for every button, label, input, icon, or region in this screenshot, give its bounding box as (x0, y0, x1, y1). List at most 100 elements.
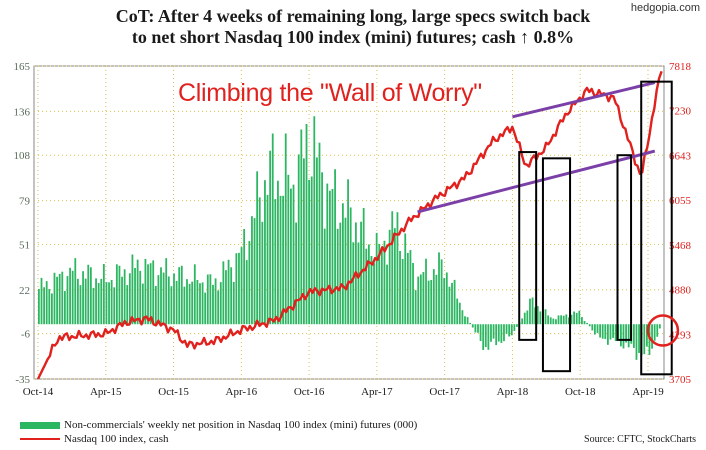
bar (453, 279, 456, 325)
bar (474, 324, 477, 333)
chart-title-line2: to net short Nasdaq 100 index (mini) fut… (131, 27, 575, 47)
bar (167, 276, 170, 325)
bar (92, 287, 95, 325)
bar (131, 254, 134, 325)
bar (456, 298, 459, 325)
bar (594, 324, 596, 335)
bar (344, 217, 347, 325)
bar (555, 319, 557, 325)
bar (40, 277, 43, 325)
bar (305, 124, 308, 325)
bar (71, 270, 74, 325)
bar (440, 259, 443, 325)
bar (118, 265, 121, 325)
left-axis-tick-label: 22 (19, 285, 30, 297)
bar (334, 169, 336, 325)
bar (321, 172, 323, 325)
bar (549, 317, 552, 325)
bar (583, 320, 586, 325)
bar (581, 317, 583, 325)
bar (87, 264, 90, 325)
bar (113, 287, 116, 325)
bar (258, 197, 261, 325)
bar (141, 283, 144, 325)
bar (503, 324, 505, 342)
bar (251, 216, 253, 325)
bar (658, 324, 661, 329)
bar (412, 263, 414, 325)
bar (170, 286, 173, 325)
bar (290, 188, 292, 325)
bar (484, 324, 487, 348)
bar (362, 208, 365, 325)
bar (115, 264, 118, 325)
bar (160, 267, 162, 325)
bar (614, 324, 617, 342)
bar (653, 324, 656, 341)
bar (578, 310, 581, 325)
bar (536, 306, 539, 325)
bar (612, 324, 614, 338)
x-axis-tick-label: Oct-16 (294, 386, 325, 398)
bar (313, 116, 316, 325)
bar (121, 276, 123, 325)
bar (399, 250, 401, 325)
bar (534, 307, 537, 325)
bar (622, 324, 625, 349)
bar (544, 309, 547, 325)
bar (95, 278, 97, 325)
bar (448, 286, 451, 325)
legend-item-bars: Non-commercials' weekly net position in … (20, 418, 417, 432)
bar (599, 324, 601, 338)
bar (430, 279, 433, 325)
bar (264, 180, 266, 325)
nasdaq-line (36, 70, 663, 380)
left-axis-tick-label: -35 (15, 374, 30, 386)
bar (393, 228, 396, 325)
bar (380, 248, 383, 325)
bar (310, 176, 313, 325)
bar (152, 260, 155, 325)
bar (656, 324, 659, 337)
bar (209, 274, 212, 325)
bar (238, 252, 240, 325)
bar (316, 157, 318, 325)
bar (199, 283, 201, 325)
chart-title-line1: CoT: After 4 weeks of remaining long, la… (115, 6, 591, 26)
bar (401, 258, 404, 325)
bar (651, 324, 653, 349)
bar (432, 269, 435, 325)
bar (497, 324, 500, 342)
bar (134, 267, 136, 325)
bar (105, 282, 108, 325)
bar (53, 272, 56, 325)
bar (56, 276, 58, 325)
bar (100, 278, 103, 325)
bar (562, 315, 565, 325)
bar (625, 324, 627, 343)
bar (375, 232, 378, 325)
legend-label-bars: Non-commercials' weekly net position in … (64, 419, 418, 431)
bar (235, 253, 238, 325)
bar (560, 315, 563, 325)
bar (318, 142, 321, 325)
bar (521, 318, 524, 325)
bar (162, 272, 165, 325)
bar (438, 252, 440, 325)
bar (217, 290, 220, 325)
bar (370, 256, 373, 325)
bar (63, 291, 66, 325)
bar (635, 324, 638, 360)
x-axis-tick-label: Oct-17 (429, 386, 460, 398)
bar (336, 228, 339, 325)
bar (396, 212, 399, 325)
bar (422, 272, 425, 325)
bar (451, 282, 453, 325)
bar (471, 324, 474, 328)
bar (417, 276, 420, 325)
bar (409, 250, 412, 325)
bar (300, 129, 303, 325)
bar (609, 324, 612, 340)
bar (508, 324, 511, 337)
x-axis-tick-label: Apr-16 (226, 386, 258, 398)
